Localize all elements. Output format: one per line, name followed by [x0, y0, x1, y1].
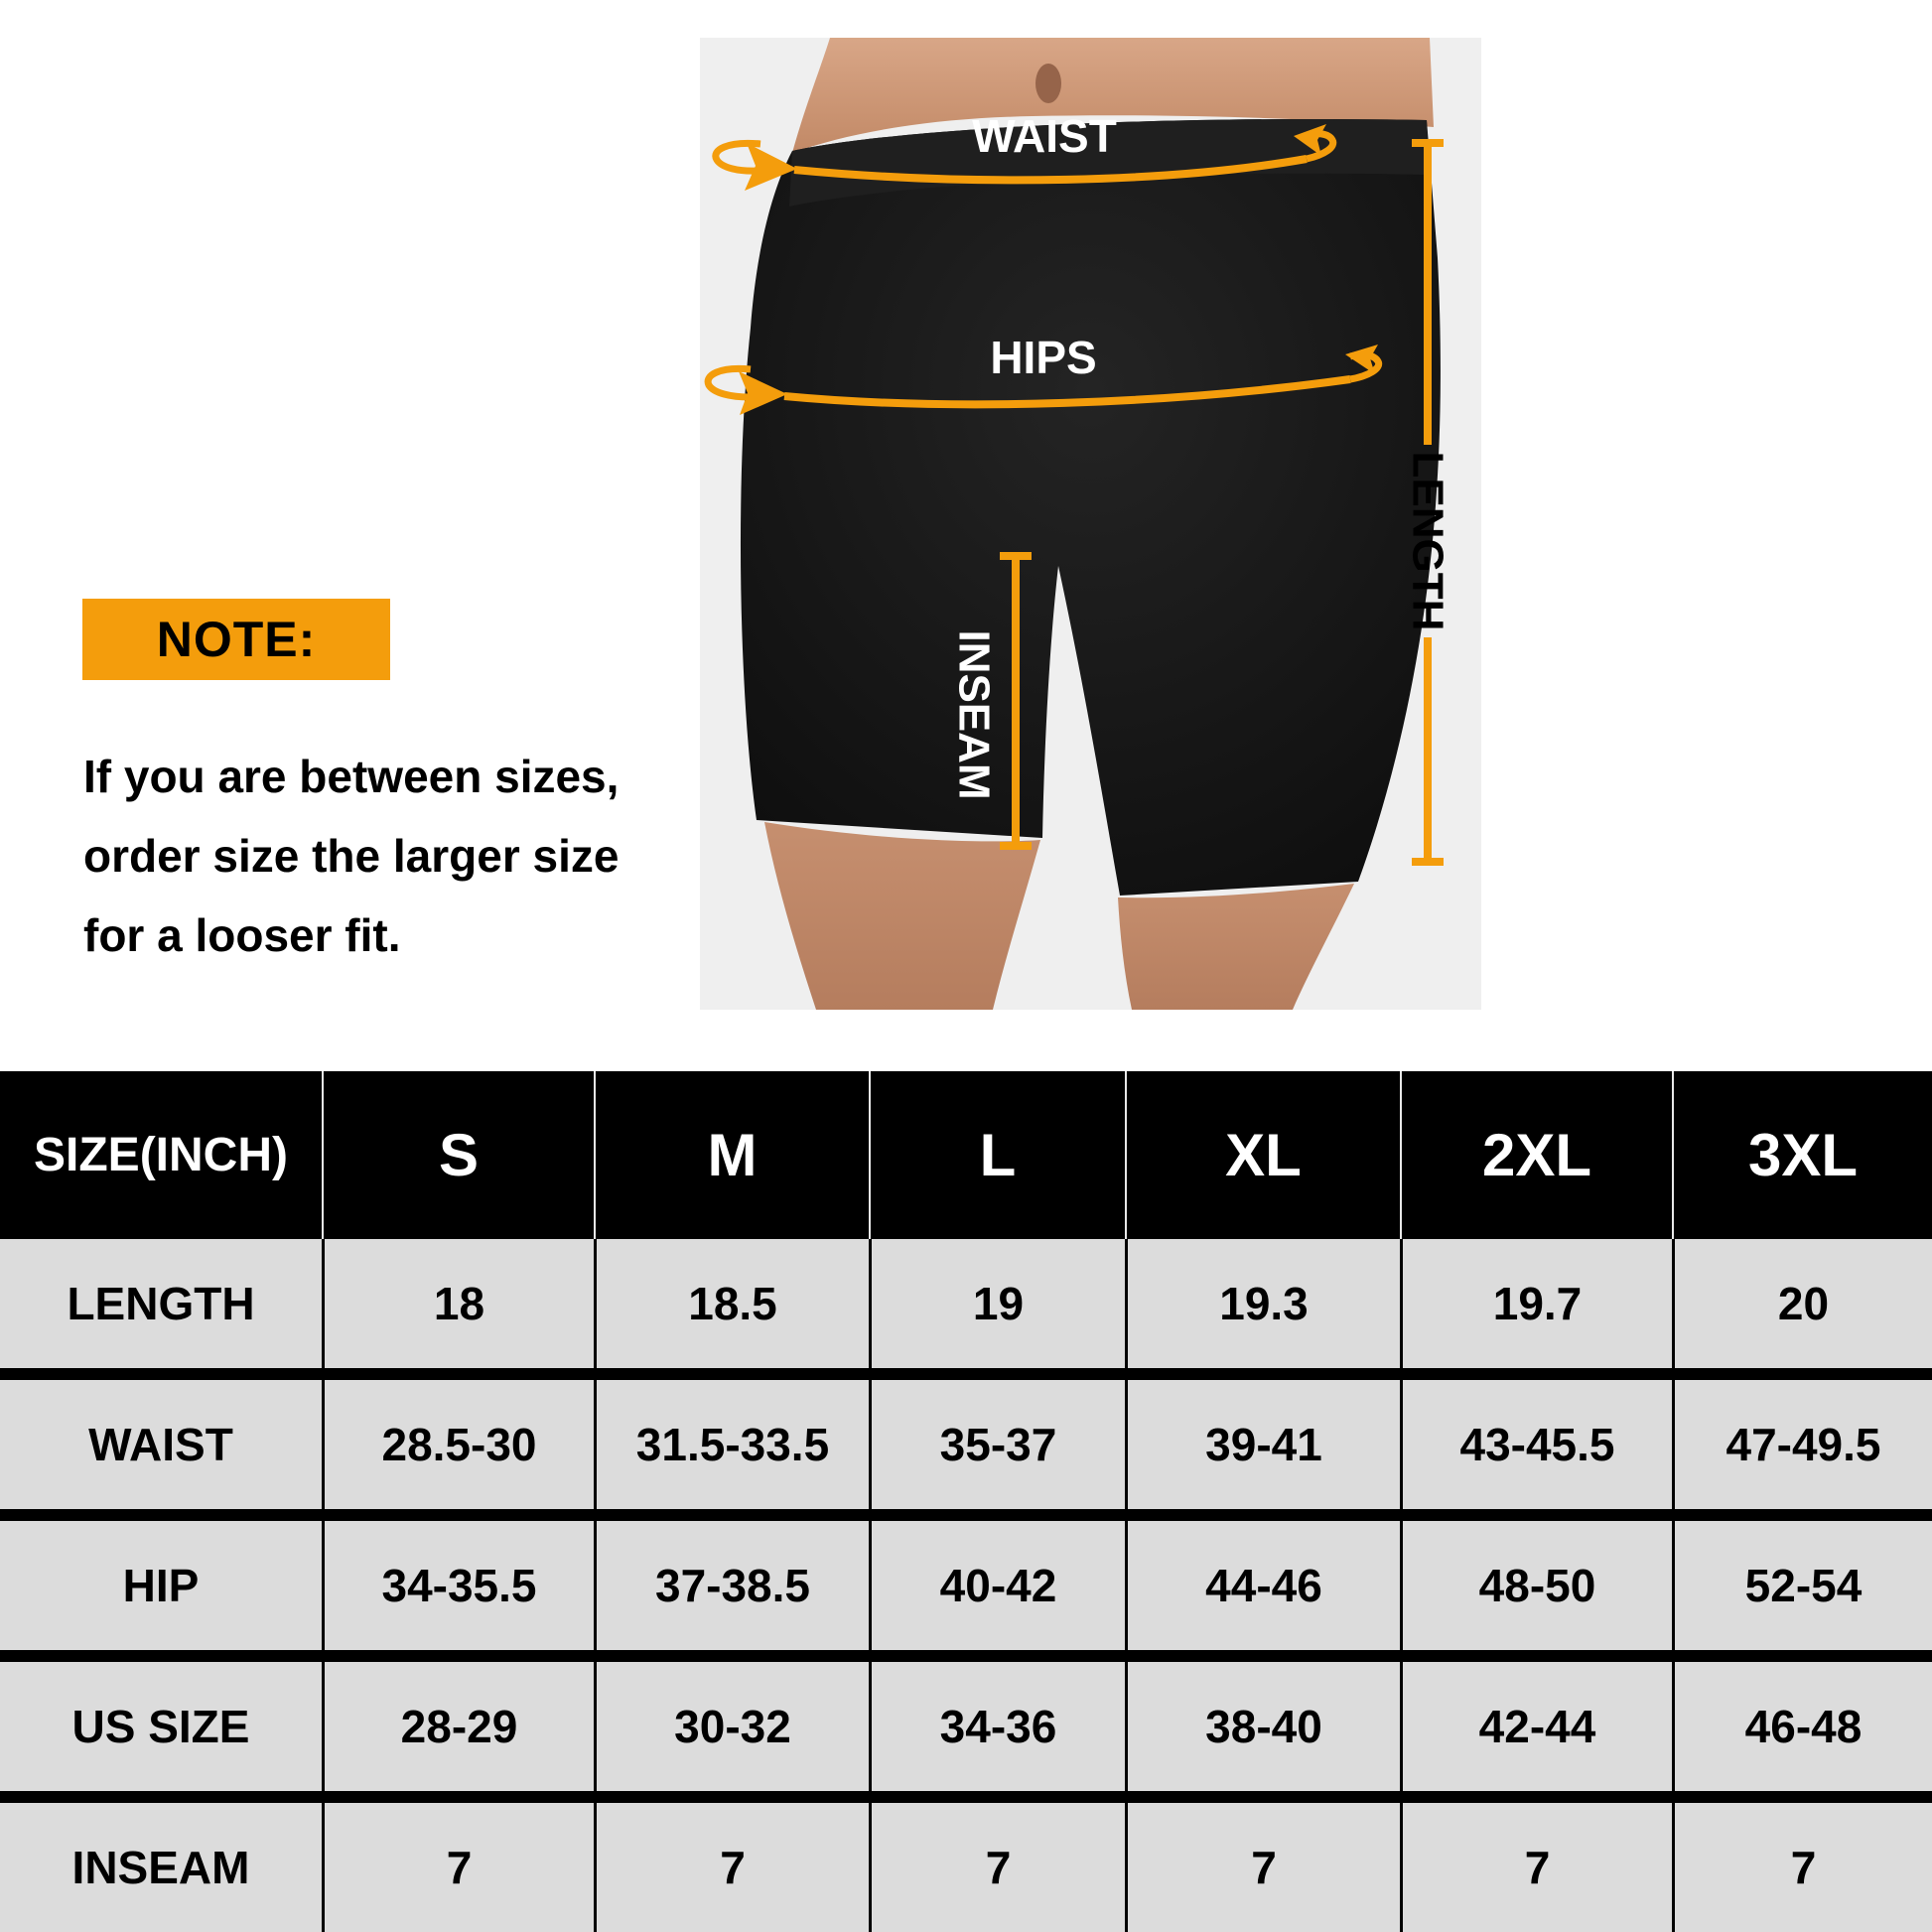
- table-cell: 20: [1672, 1239, 1932, 1368]
- note-text: If you are between sizes, order size the…: [83, 737, 719, 975]
- inseam-measure-line: [1000, 552, 1032, 850]
- table-cell: 38-40: [1125, 1662, 1400, 1791]
- note-badge: NOTE:: [82, 599, 390, 680]
- navel: [1035, 64, 1061, 103]
- table-row-us-size: US SIZE 28-29 30-32 34-36 38-40 42-44 46-48: [0, 1662, 1932, 1791]
- shorts-waistband: [789, 118, 1430, 207]
- table-cell: 7: [1400, 1803, 1672, 1932]
- product-photo: WAIST HIPS LENGTH INSEAM: [700, 38, 1481, 1010]
- table-cell: 42-44: [1400, 1662, 1672, 1791]
- table-cell: 7: [1125, 1803, 1400, 1932]
- waist-label: WAIST: [972, 110, 1117, 162]
- model-torso: [792, 38, 1434, 153]
- table-cell: 19.7: [1400, 1239, 1672, 1368]
- column-header-l: L: [869, 1071, 1125, 1239]
- hips-arrowhead-left: [739, 371, 787, 415]
- hips-label: HIPS: [990, 332, 1096, 383]
- row-separator: [0, 1509, 1932, 1521]
- table-cell: 19.3: [1125, 1239, 1400, 1368]
- waist-arrowhead-right: [1294, 124, 1326, 156]
- hips-arrowhead-right: [1345, 345, 1378, 374]
- table-cell: 52-54: [1672, 1521, 1932, 1650]
- model-right-leg: [1118, 884, 1354, 1010]
- table-cell: 48-50: [1400, 1521, 1672, 1650]
- row-label: WAIST: [0, 1380, 322, 1509]
- table-cell: 30-32: [594, 1662, 869, 1791]
- table-cell: 7: [1672, 1803, 1932, 1932]
- row-label: INSEAM: [0, 1803, 322, 1932]
- table-cell: 37-38.5: [594, 1521, 869, 1650]
- note-title: NOTE:: [156, 612, 317, 667]
- note-line-3: for a looser fit.: [83, 909, 401, 961]
- table-cell: 44-46: [1125, 1521, 1400, 1650]
- table-cell: 31.5-33.5: [594, 1380, 869, 1509]
- row-separator: [0, 1368, 1932, 1380]
- column-header-size-inch: SIZE(INCH): [0, 1071, 322, 1239]
- table-row-waist: WAIST 28.5-30 31.5-33.5 35-37 39-41 43-45.5 47…: [0, 1380, 1932, 1509]
- table-header-row: SIZE(INCH) S M L XL 2XL 3XL: [0, 1071, 1932, 1239]
- row-label: US SIZE: [0, 1662, 322, 1791]
- waist-arrowhead-left: [745, 143, 797, 191]
- table-cell: 7: [594, 1803, 869, 1932]
- table-cell: 47-49.5: [1672, 1380, 1932, 1509]
- table-cell: 46-48: [1672, 1662, 1932, 1791]
- inseam-label: INSEAM: [950, 629, 999, 799]
- table-cell: 43-45.5: [1400, 1380, 1672, 1509]
- measurement-diagram: WAIST HIPS LENGTH INSEAM: [700, 38, 1481, 1010]
- column-header-xl: XL: [1125, 1071, 1400, 1239]
- table-cell: 34-35.5: [322, 1521, 594, 1650]
- table-cell: 35-37: [869, 1380, 1125, 1509]
- note-line-1: If you are between sizes,: [83, 751, 620, 802]
- row-label: LENGTH: [0, 1239, 322, 1368]
- table-row-length: LENGTH 18 18.5 19 19.3 19.7 20: [0, 1239, 1932, 1368]
- table-cell: 40-42: [869, 1521, 1125, 1650]
- table-row-inseam: INSEAM 7 7 7 7 7 7: [0, 1803, 1932, 1932]
- row-separator: [0, 1650, 1932, 1662]
- table-cell: 18: [322, 1239, 594, 1368]
- note-line-2: order size the larger size: [83, 830, 620, 882]
- table-cell: 18.5: [594, 1239, 869, 1368]
- table-row-hip: HIP 34-35.5 37-38.5 40-42 44-46 48-50 52-54: [0, 1521, 1932, 1650]
- table-cell: 28-29: [322, 1662, 594, 1791]
- table-cell: 39-41: [1125, 1380, 1400, 1509]
- length-measure-line: [1412, 139, 1444, 866]
- column-header-2xl: 2XL: [1400, 1071, 1672, 1239]
- column-header-m: M: [594, 1071, 869, 1239]
- size-table: SIZE(INCH) S M L XL 2XL 3XL LENGTH 18 18.5 19 19.3 1…: [0, 1071, 1932, 1932]
- row-separator: [0, 1791, 1932, 1803]
- length-label: LENGTH: [1404, 452, 1452, 631]
- row-label: HIP: [0, 1521, 322, 1650]
- table-cell: 7: [322, 1803, 594, 1932]
- model-left-leg: [764, 822, 1040, 1010]
- shorts: [740, 118, 1441, 896]
- column-header-3xl: 3XL: [1672, 1071, 1932, 1239]
- table-cell: 19: [869, 1239, 1125, 1368]
- table-cell: 7: [869, 1803, 1125, 1932]
- table-cell: 34-36: [869, 1662, 1125, 1791]
- column-header-s: S: [322, 1071, 594, 1239]
- table-cell: 28.5-30: [322, 1380, 594, 1509]
